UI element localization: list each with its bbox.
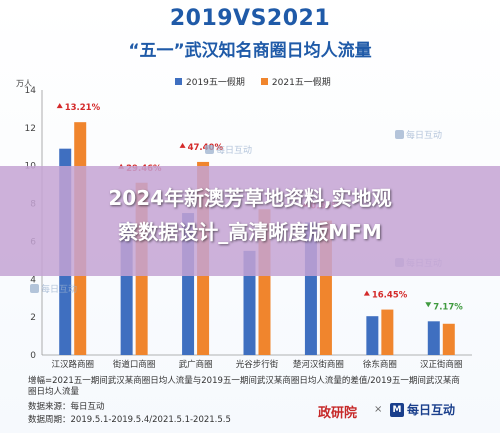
legend: 2019五一假期 2021五一假期 [175,75,331,88]
y-tick-label: 4 [30,275,36,285]
arrow-up-icon [363,290,370,296]
chart-title: 2019VS2021 [169,6,331,31]
bar-2019 [243,250,256,355]
meiri-logo-icon: M [390,402,404,417]
bar-2019 [120,222,133,355]
watermark-icon [395,130,404,139]
watermark-label: 每日互动 [41,285,78,295]
y-unit-label: 万人 [16,79,32,88]
logo-meiri-label: 每日互动 [407,403,456,417]
growth-label: 7.17% [433,302,463,312]
y-tick-label: 0 [30,351,36,361]
arrow-up-icon [56,103,63,109]
watermark-icon [205,145,214,154]
x-tick-label: 汉正街商圈 [420,359,463,370]
chart-subtitle: “五一”武汉知名商圈日均人流量 [128,41,372,61]
watermark: 每日互动 [30,282,77,295]
overlay-text-line-1: 2024年新澳芳草地资料,实地观 [108,186,392,210]
bar-2021 [381,309,394,355]
legend-swatch-2019 [175,78,182,85]
arrow-up-icon [179,142,186,148]
x-tick-label: 楚河汉街商圈 [293,359,344,370]
x-tick-label: 徐东商圈 [363,359,397,370]
watermark-label: 每日互动 [406,131,443,141]
legend-item-2019: 2019五一假期 [175,75,245,88]
y-tick-label: 14 [25,86,37,96]
overlay-text-line-2: 察数据设计_高清晰度版MFM [118,220,382,244]
watermark-label: 每日互动 [216,146,253,156]
arrow-down-icon [425,302,432,308]
data-period: 数据周期：2019.5.1-2019.5.4/2021.5.1-2021.5.5 [28,415,231,425]
x-tick-label: 武广商圈 [179,359,213,370]
logo-meiri: M 每日互动 [390,401,455,418]
x-tick-label: 街道口商圈 [113,359,156,370]
logo-zhengyanyuan: 政研院 [318,406,358,421]
bar-2021 [442,323,455,355]
watermark: 每日互动 [205,143,252,156]
data-source: 数据来源：每日互动 [28,402,105,412]
footnote: 增幅=2021五一期间武汉某商圈日均人流量与2019五一期间武汉某商圈日均人流量… [28,376,460,397]
bar-2019 [366,316,379,355]
overlay-banner [0,166,500,276]
logo-separator: × [374,404,383,415]
x-tick-label: 光谷步行街 [236,359,279,370]
legend-label-2021: 2021五一假期 [271,78,331,88]
growth-label: 16.45% [372,291,408,301]
bar-2019 [427,321,440,355]
legend-swatch-2021 [260,78,268,85]
legend-item-2021: 2021五一假期 [260,75,331,88]
watermark-icon [30,284,39,293]
growth-label: 13.21% [65,103,101,113]
legend-label-2019: 2019五一假期 [186,78,245,88]
y-tick-label: 12 [25,124,36,134]
x-tick-label: 江汉路商圈 [51,359,94,370]
watermark: 每日互动 [395,128,442,141]
y-tick-label: 2 [30,313,36,323]
